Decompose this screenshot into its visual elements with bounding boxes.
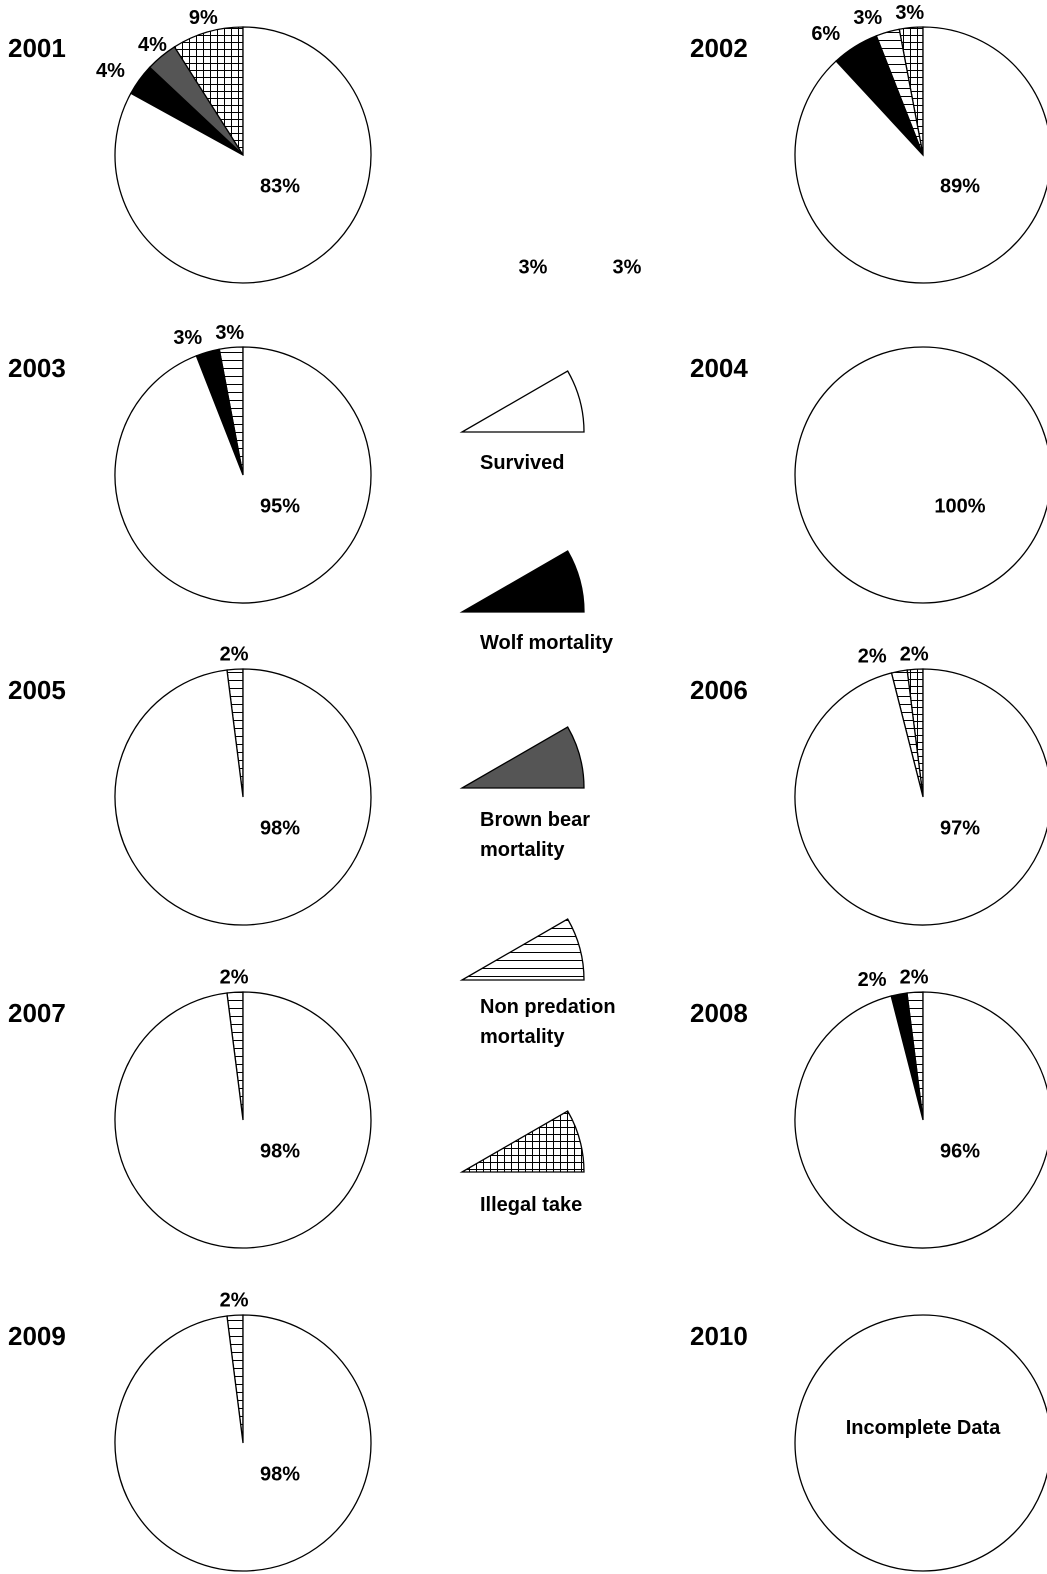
value-label: 98% xyxy=(260,1463,300,1485)
value-label: 3% xyxy=(895,2,924,24)
legend-swatch xyxy=(459,370,585,433)
value-label: 2% xyxy=(858,969,887,991)
value-label: 4% xyxy=(96,60,125,82)
pie-outline xyxy=(794,1314,1047,1572)
legend-label: Non predation mortality xyxy=(480,996,616,1048)
value-label: 2% xyxy=(220,1290,249,1312)
value-label: 6% xyxy=(811,23,840,45)
pie-title: 2008 xyxy=(690,998,748,1028)
value-label: 3% xyxy=(853,7,882,29)
pie-slice xyxy=(114,346,372,604)
pie-slice xyxy=(794,346,1047,604)
value-label: 2% xyxy=(858,646,887,668)
pie-title: 2007 xyxy=(8,998,66,1028)
legend-label: Survived xyxy=(480,452,565,474)
value-label: 2% xyxy=(900,644,929,666)
value-label: 2% xyxy=(220,967,249,989)
annotation: 3% xyxy=(519,256,548,278)
value-label: 95% xyxy=(260,495,300,517)
legend-label: Brown bear mortality xyxy=(480,809,591,861)
annotation: 3% xyxy=(613,256,642,278)
pie-title: 2006 xyxy=(690,675,748,705)
value-label: 100% xyxy=(934,495,985,517)
pie-title: 2004 xyxy=(690,353,748,383)
pie-slice xyxy=(794,668,1047,926)
legend-swatch xyxy=(459,918,585,981)
value-label: 3% xyxy=(215,322,244,344)
pie-title: 2002 xyxy=(690,33,748,63)
pie-title: 2003 xyxy=(8,353,66,383)
value-label: 83% xyxy=(260,175,300,197)
pie-slice xyxy=(114,668,372,926)
value-label: 2% xyxy=(220,644,249,666)
value-label: 89% xyxy=(940,175,980,197)
pie-slice xyxy=(114,991,372,1249)
value-label: 9% xyxy=(189,7,218,29)
value-label: 98% xyxy=(260,1140,300,1162)
pie-title: 2009 xyxy=(8,1321,66,1351)
value-label: 96% xyxy=(940,1140,980,1162)
pie-annotation: Incomplete Data xyxy=(845,1417,1001,1439)
pie-title: 2010 xyxy=(690,1321,748,1351)
legend-label: Illegal take xyxy=(480,1194,583,1216)
pie-slice xyxy=(794,991,1047,1249)
legend-label: Wolf mortality xyxy=(480,632,613,654)
pie-slice xyxy=(794,26,1047,284)
value-label: 97% xyxy=(940,817,980,839)
pie-slice xyxy=(114,1314,372,1572)
value-label: 4% xyxy=(138,34,167,56)
pie-title: 2001 xyxy=(8,33,66,63)
value-label: 2% xyxy=(900,967,929,989)
value-label: 98% xyxy=(260,817,300,839)
pie-slice xyxy=(114,26,372,284)
legend-swatch xyxy=(459,1110,585,1173)
value-label: 3% xyxy=(173,327,202,349)
legend-swatch xyxy=(459,726,585,789)
pie-title: 2005 xyxy=(8,675,66,705)
legend-swatch xyxy=(459,550,585,613)
